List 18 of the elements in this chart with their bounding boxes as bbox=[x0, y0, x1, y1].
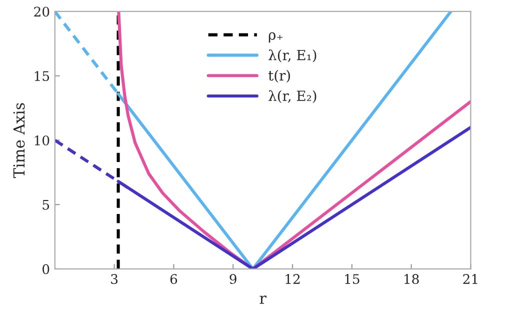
x-tick-label: 3 bbox=[111, 274, 118, 284]
y-tick-label: 10 bbox=[34, 135, 50, 146]
x-tick-label: 15 bbox=[345, 274, 360, 284]
x-tick-label: 12 bbox=[286, 274, 300, 284]
x-tick-label: 18 bbox=[404, 274, 419, 284]
y-axis-title: Time Axis bbox=[13, 103, 25, 178]
y-tick-label: 5 bbox=[42, 200, 50, 210]
y-tick-label: 20 bbox=[34, 6, 50, 17]
x-tick-label: 6 bbox=[170, 274, 178, 284]
legend-label: λ(r, E₂) bbox=[268, 90, 316, 104]
x-axis-title: r bbox=[260, 296, 266, 304]
x-tick-label: 21 bbox=[463, 274, 478, 284]
legend-label: λ(r, E₁) bbox=[268, 49, 316, 62]
x-tick-label: 9 bbox=[230, 274, 236, 284]
legend-label: ρ₊ bbox=[268, 32, 283, 43]
y-tick-label: 0 bbox=[42, 264, 50, 274]
legend-label: t(r) bbox=[268, 70, 290, 83]
y-tick-label: 15 bbox=[34, 71, 50, 82]
